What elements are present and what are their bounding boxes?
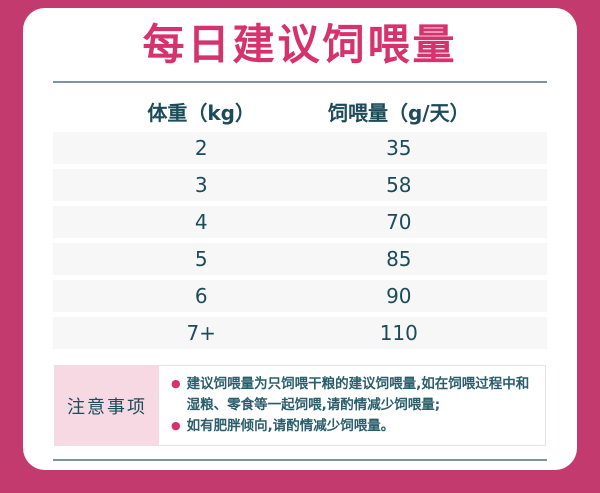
table-row: 3 58 bbox=[53, 169, 547, 202]
cell-amount: 90 bbox=[386, 284, 412, 309]
note-item-text: 建议饲喂量为只饲喂干粮的建议饲喂量,如在饲喂过程中和湿粮、零食等一起饲喂,请酌情… bbox=[186, 376, 530, 414]
header-cell-amount: 饲喂量（g/天） bbox=[327, 100, 470, 125]
note-item-text: 如有肥胖倾向,请酌情减少饲喂量。 bbox=[186, 418, 395, 435]
page-title: 每日建议饲喂量 bbox=[142, 20, 458, 69]
feeding-table: 体重（kg） 饲喂量（g/天） 2 35 3 58 4 70 5 85 6 90… bbox=[53, 93, 547, 350]
cell-weight: 2 bbox=[194, 136, 208, 161]
cell-amount: 110 bbox=[379, 321, 418, 346]
bullet-dot-icon: ● bbox=[171, 419, 181, 433]
cell-weight: 7+ bbox=[186, 321, 216, 346]
table-header-row: 体重（kg） 饲喂量（g/天） bbox=[53, 93, 547, 129]
table-row: 7+ 110 bbox=[53, 317, 547, 350]
cell-amount: 35 bbox=[386, 136, 412, 161]
table-row: 4 70 bbox=[53, 206, 547, 239]
notes-label: 注意事项 bbox=[55, 366, 159, 446]
notes-list: ● 建议饲喂量为只饲喂干粮的建议饲喂量,如在饲喂过程中和湿粮、零食等一起饲喂,请… bbox=[159, 366, 545, 445]
table-row: 2 35 bbox=[53, 132, 547, 165]
cell-weight: 6 bbox=[194, 284, 208, 309]
table-row: 6 90 bbox=[53, 280, 547, 313]
note-item: ● 如有肥胖倾向,请酌情减少饲喂量。 bbox=[171, 416, 531, 437]
title-divider bbox=[53, 81, 547, 84]
bottom-divider bbox=[53, 459, 547, 461]
note-item: ● 建议饲喂量为只饲喂干粮的建议饲喂量,如在饲喂过程中和湿粮、零食等一起饲喂,请… bbox=[171, 374, 531, 416]
cell-weight: 5 bbox=[194, 247, 208, 272]
table-row: 5 85 bbox=[53, 243, 547, 276]
cell-amount: 85 bbox=[386, 247, 412, 272]
notes-box: 注意事项 ● 建议饲喂量为只饲喂干粮的建议饲喂量,如在饲喂过程中和湿粮、零食等一… bbox=[54, 365, 546, 447]
cell-amount: 58 bbox=[386, 173, 412, 198]
cell-weight: 4 bbox=[194, 210, 208, 235]
feeding-guide-card: 每日建议饲喂量 体重（kg） 饲喂量（g/天） 2 35 3 58 4 70 5… bbox=[23, 8, 577, 470]
cell-weight: 3 bbox=[194, 173, 208, 198]
bullet-dot-icon: ● bbox=[171, 377, 181, 391]
cell-amount: 70 bbox=[386, 210, 412, 235]
header-cell-weight: 体重（kg） bbox=[147, 100, 255, 125]
